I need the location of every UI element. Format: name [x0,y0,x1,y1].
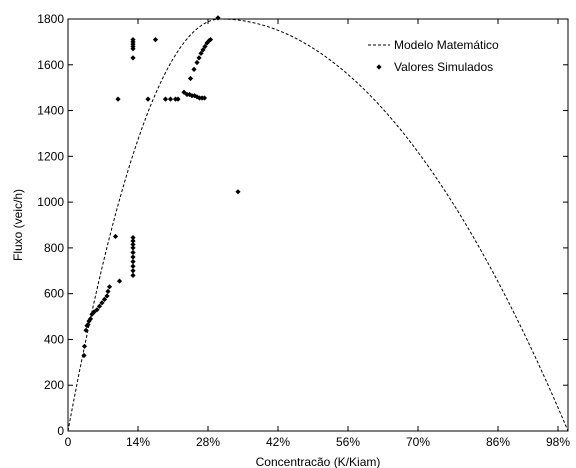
legend: Modelo Matemático Valores Simulados [368,38,499,74]
simulated-point [87,316,94,322]
simulated-point [187,75,194,82]
simulated-point [145,96,151,102]
y-tick-label: 800 [44,241,64,255]
simulated-point [91,309,97,315]
y-tick-label: 1400 [37,104,64,118]
y-tick-label: 600 [44,287,64,301]
simulated-point [96,303,103,309]
simulated-point [130,268,136,274]
y-tick-label: 1600 [37,58,64,72]
model-curve [67,18,569,432]
simulated-point [130,245,136,251]
simulated-point [130,249,136,256]
axes: 0 200 400 600 800 1000 1200 1400 1600 1800 0 14% 28%… [37,12,570,449]
simulated-point [130,259,136,265]
simulated-point [200,47,206,53]
simulated-point [86,318,92,324]
simulated-point [202,43,208,50]
simulated-point [130,254,136,260]
simulated-point [194,59,200,66]
legend-swatch-simulated [376,64,382,70]
simulated-point [130,238,136,244]
simulated-point [235,189,241,195]
simulated-point [181,89,187,95]
simulated-point [115,96,121,102]
x-tick-label: 0 [65,435,72,449]
x-tick-label: 70% [406,435,430,449]
x-axis-title: Concentracão (K/Kiam) [256,455,381,468]
simulated-point [112,233,119,240]
simulated-point [130,55,136,61]
x-tick-label: 42% [266,435,290,449]
simulated-point [104,293,110,299]
y-tick-label: 400 [44,332,64,346]
x-tick-label: 98% [546,435,570,449]
y-tick-label: 1200 [37,149,64,163]
simulated-point [130,241,136,248]
y-axis-title: Fluxo (veic/h) [11,189,25,261]
legend-label-simulated: Valores Simulados [394,60,493,74]
legend-label-model: Modelo Matemático [394,38,499,52]
simulated-point [175,96,181,102]
simulated-point [201,95,208,101]
simulated-point [206,38,212,44]
simulated-point [152,37,159,43]
y-tick-label: 200 [44,378,64,392]
simulated-point [83,327,89,333]
simulated-point [81,352,87,359]
simulated-point [105,288,111,294]
y-tick-label: 1000 [37,195,64,209]
simulated-point [130,263,136,269]
simulated-point [101,296,108,302]
simulated-point [130,234,136,241]
simulated-point [191,66,197,72]
simulated-point [130,272,136,278]
simulated-point [207,37,214,43]
x-tick-label: 56% [336,435,360,449]
simulated-point [99,300,105,306]
simulated-point [130,37,136,43]
simulated-point [196,55,202,61]
simulated-point [106,284,113,290]
y-tick-label: 0 [57,424,64,438]
simulated-point [94,307,100,313]
simulated-point [215,15,221,21]
simulated-point [116,278,123,284]
simulated-point [167,96,174,102]
simulated-point [81,343,88,349]
x-tick-label: 86% [486,435,510,449]
simulated-point [85,321,91,328]
y-tick-label: 1800 [37,12,64,26]
plot-area [67,15,569,432]
plot-frame [67,18,569,432]
simulated-point [198,50,204,56]
x-tick-label: 28% [196,435,220,449]
x-tick-label: 14% [126,435,150,449]
simulated-point [162,96,169,102]
